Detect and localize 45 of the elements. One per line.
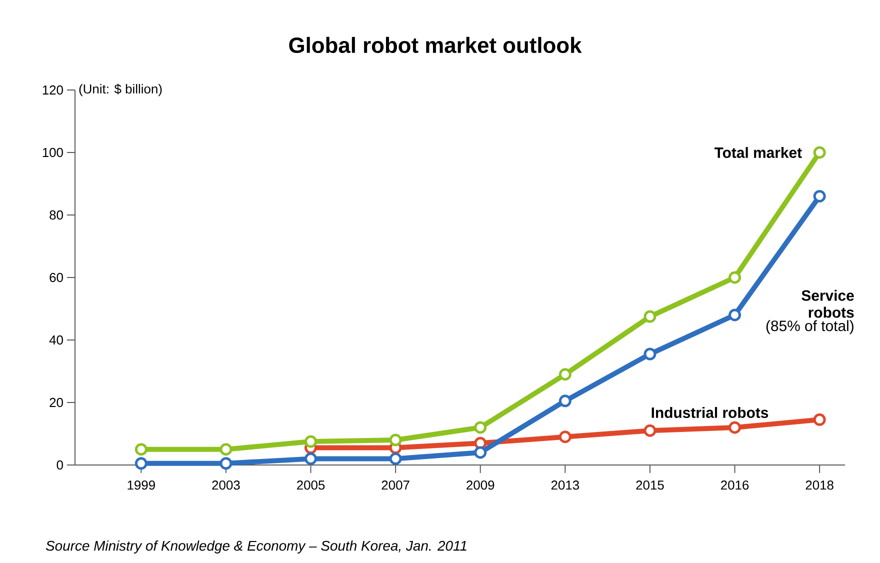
point [728,271,742,284]
point [813,190,826,202]
y-tick-label: 120 [42,85,63,95]
source-note: Source Ministry of Knowledge & Economy – South Korea, Jan. 2011 [46,540,466,554]
text: Service robots [802,290,854,318]
point [728,308,742,322]
x-tick-label: 2003 [212,480,240,490]
point [644,424,656,437]
point [558,368,572,381]
annotation: (85% of total) [766,320,854,334]
x-tick-label: 1999 [128,480,155,490]
y-tick-label: 80 [50,210,63,220]
series-label: Total market [714,146,802,158]
point [644,348,656,360]
point [134,443,148,456]
point [644,310,656,323]
x-tick-label: 2013 [551,480,579,490]
point [134,457,148,470]
y-axis-title: (Unit: $ billion) [79,84,162,96]
point [389,434,402,446]
x-tick-label: 2005 [297,480,325,490]
point [304,452,318,465]
chart-title: Global robot market outlook [289,36,582,54]
point [389,452,402,465]
x-tick-label: 2018 [806,480,834,490]
point [474,446,487,459]
point [558,394,572,408]
y-tick-label: 60 [50,272,63,282]
point [813,146,826,159]
x-tick-label: 2015 [636,480,664,490]
y-tick-label: 100 [42,148,63,158]
point [728,421,742,434]
point [220,443,232,456]
x-tick-label: 2007 [382,480,410,490]
x-tick-label: 2016 [721,480,749,490]
point [220,457,232,470]
y-tick-label: 40 [49,335,63,345]
point [304,435,318,448]
y-tick-label: 20 [50,398,63,408]
point [474,421,487,434]
x-tick-label: 2009 [466,480,494,490]
point [813,413,826,426]
series-label: Industrial robots [652,406,768,418]
y-tick-label: 0 [56,460,63,470]
point [558,430,572,444]
